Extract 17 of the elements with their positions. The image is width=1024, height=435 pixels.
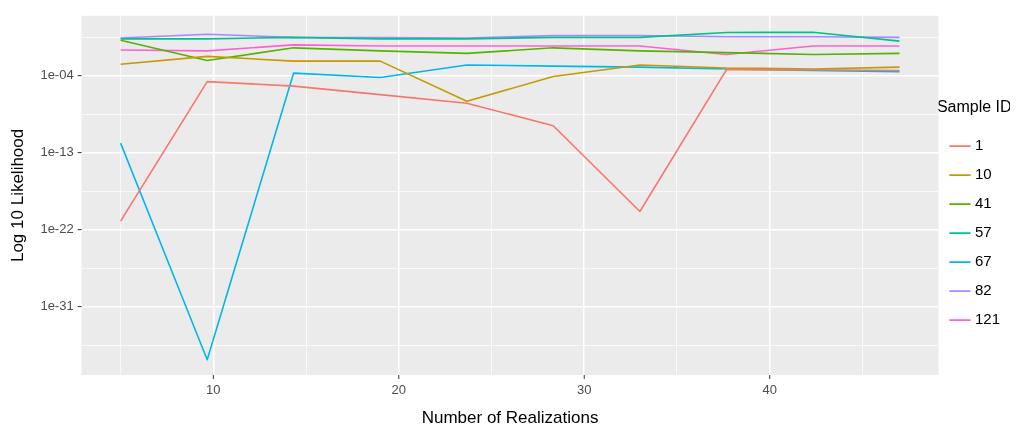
y-tick-label: 1e-04 xyxy=(40,67,74,83)
y-tick-label: 1e-13 xyxy=(40,144,74,160)
legend-label: 1 xyxy=(974,136,984,154)
legend-label: 57 xyxy=(974,223,992,241)
legend-label: 67 xyxy=(974,252,992,270)
y-tick-label: 1e-22 xyxy=(40,221,74,237)
legend-label: 121 xyxy=(974,310,1000,328)
legend-label: 82 xyxy=(974,281,992,299)
x-tick-label: 20 xyxy=(391,382,407,398)
x-tick-label: 40 xyxy=(762,382,777,398)
x-tick-label: 10 xyxy=(206,382,221,398)
y-tick-label: 1e-31 xyxy=(40,298,74,314)
x-tick-label: 30 xyxy=(577,382,592,398)
legend-label: 10 xyxy=(974,165,992,183)
x-axis-title: Number of Realizations xyxy=(421,408,599,428)
y-axis-title: Log 10 Likelihood xyxy=(7,128,27,263)
legend-label: 41 xyxy=(974,194,992,212)
